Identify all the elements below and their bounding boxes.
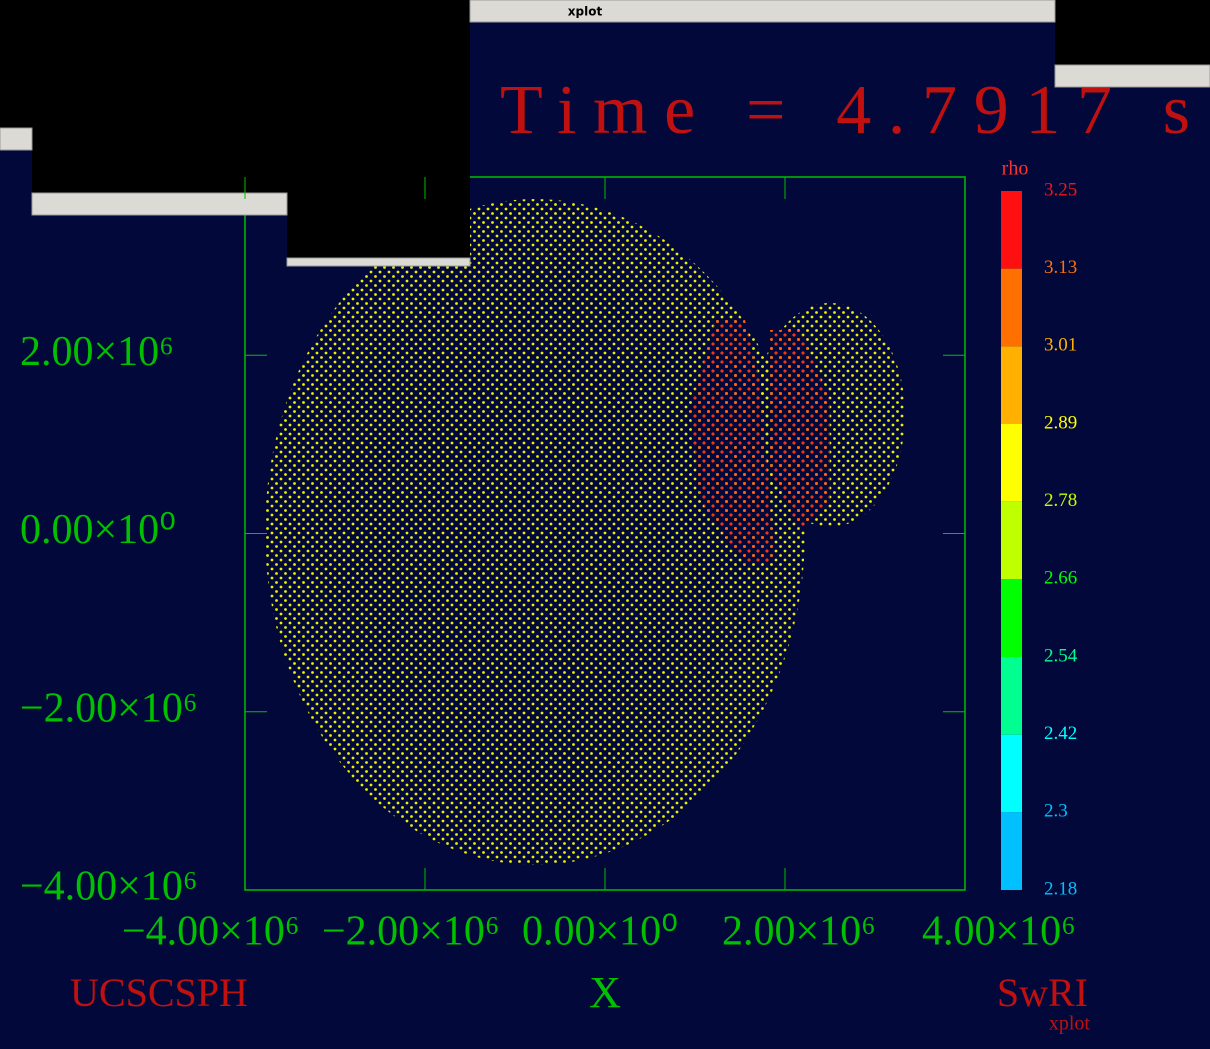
colorbar-tick-label: 3.25 — [1044, 179, 1077, 200]
colorbar-tick-label: 2.42 — [1044, 723, 1077, 744]
title-bar[interactable] — [286, 257, 471, 267]
colorbar-tick-label: 3.01 — [1044, 335, 1077, 356]
plot-title: Time = 4.7917 s — [500, 72, 1190, 149]
particles — [265, 199, 805, 865]
colorbar-segment — [1001, 346, 1022, 424]
footer-left: UCSCSPH — [70, 970, 248, 1015]
colorbar-segment — [1001, 734, 1022, 813]
x-axis-label: X — [589, 968, 621, 1017]
colorbar-tick-label: 3.13 — [1044, 257, 1077, 278]
y-tick-label: 2.00×10⁶ — [20, 329, 174, 375]
colorbar-label: rho — [1002, 158, 1029, 180]
x-tick-label: 0.00×10⁰ — [522, 909, 678, 955]
title-bar[interactable] — [0, 127, 33, 151]
window-gap — [1055, 0, 1210, 65]
title-bar[interactable] — [31, 192, 288, 216]
window-gap — [0, 0, 470, 128]
colorbar-segment — [1001, 191, 1022, 269]
title-bar[interactable] — [469, 0, 1056, 23]
y-tick-label: 0.00×10⁰ — [20, 507, 176, 553]
colorbar-tick-label: 2.66 — [1044, 568, 1077, 589]
particles — [690, 320, 775, 565]
window-title: xplot — [568, 5, 603, 19]
colorbar-tick-label: 2.89 — [1044, 412, 1077, 433]
x-tick-label: −4.00×10⁶ — [122, 909, 300, 955]
y-tick-label: −4.00×10⁶ — [20, 864, 198, 910]
footer-small: xplot — [1049, 1013, 1091, 1035]
colorbar-segment — [1001, 812, 1022, 890]
window-gap — [287, 193, 470, 258]
colorbar-segment — [1001, 501, 1022, 580]
colorbar-tick-label: 2.54 — [1044, 645, 1078, 666]
colorbar-segment — [1001, 657, 1022, 735]
particles — [770, 330, 830, 530]
y-tick-label: −2.00×10⁶ — [20, 685, 198, 731]
x-tick-label: −2.00×10⁶ — [322, 909, 500, 955]
footer-right: SwRI — [997, 970, 1088, 1015]
x-tick-label: 4.00×10⁶ — [922, 909, 1076, 955]
window-gap — [32, 128, 470, 193]
x-tick-label: 2.00×10⁶ — [722, 909, 876, 955]
colorbar-tick-label: 2.18 — [1044, 878, 1077, 899]
colorbar-tick-label: 2.78 — [1044, 490, 1077, 511]
colorbar-segment — [1001, 268, 1022, 347]
colorbar-segment — [1001, 579, 1022, 657]
title-bar[interactable] — [1054, 64, 1210, 88]
colorbar-segment — [1001, 424, 1022, 502]
colorbar-tick-label: 2.3 — [1044, 801, 1068, 822]
